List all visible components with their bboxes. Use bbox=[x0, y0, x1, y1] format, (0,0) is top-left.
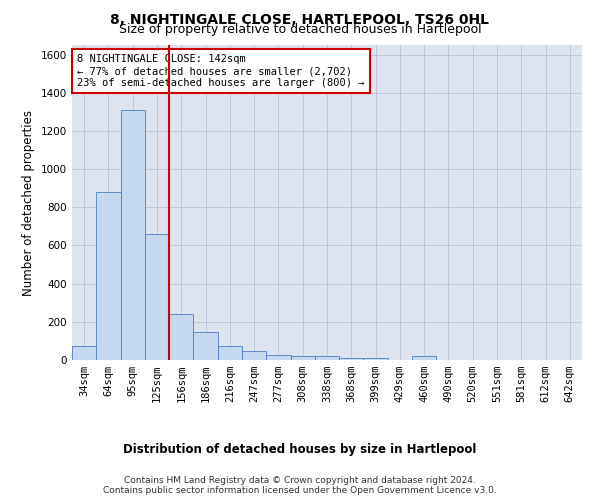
Text: Contains HM Land Registry data © Crown copyright and database right 2024.
Contai: Contains HM Land Registry data © Crown c… bbox=[103, 476, 497, 495]
Bar bbox=[72, 346, 96, 360]
Text: Distribution of detached houses by size in Hartlepool: Distribution of detached houses by size … bbox=[124, 442, 476, 456]
Bar bbox=[339, 358, 364, 360]
Text: 8, NIGHTINGALE CLOSE, HARTLEPOOL, TS26 0HL: 8, NIGHTINGALE CLOSE, HARTLEPOOL, TS26 0… bbox=[110, 12, 490, 26]
Bar bbox=[193, 332, 218, 360]
Text: Size of property relative to detached houses in Hartlepool: Size of property relative to detached ho… bbox=[119, 22, 481, 36]
Bar bbox=[169, 314, 193, 360]
Y-axis label: Number of detached properties: Number of detached properties bbox=[22, 110, 35, 296]
Text: 8 NIGHTINGALE CLOSE: 142sqm
← 77% of detached houses are smaller (2,702)
23% of : 8 NIGHTINGALE CLOSE: 142sqm ← 77% of det… bbox=[77, 54, 365, 88]
Bar bbox=[290, 356, 315, 360]
Bar bbox=[364, 358, 388, 360]
Bar bbox=[145, 234, 169, 360]
Bar bbox=[121, 110, 145, 360]
Bar bbox=[242, 352, 266, 360]
Bar bbox=[266, 355, 290, 360]
Bar bbox=[218, 346, 242, 360]
Bar bbox=[412, 356, 436, 360]
Bar bbox=[96, 192, 121, 360]
Bar bbox=[315, 356, 339, 360]
